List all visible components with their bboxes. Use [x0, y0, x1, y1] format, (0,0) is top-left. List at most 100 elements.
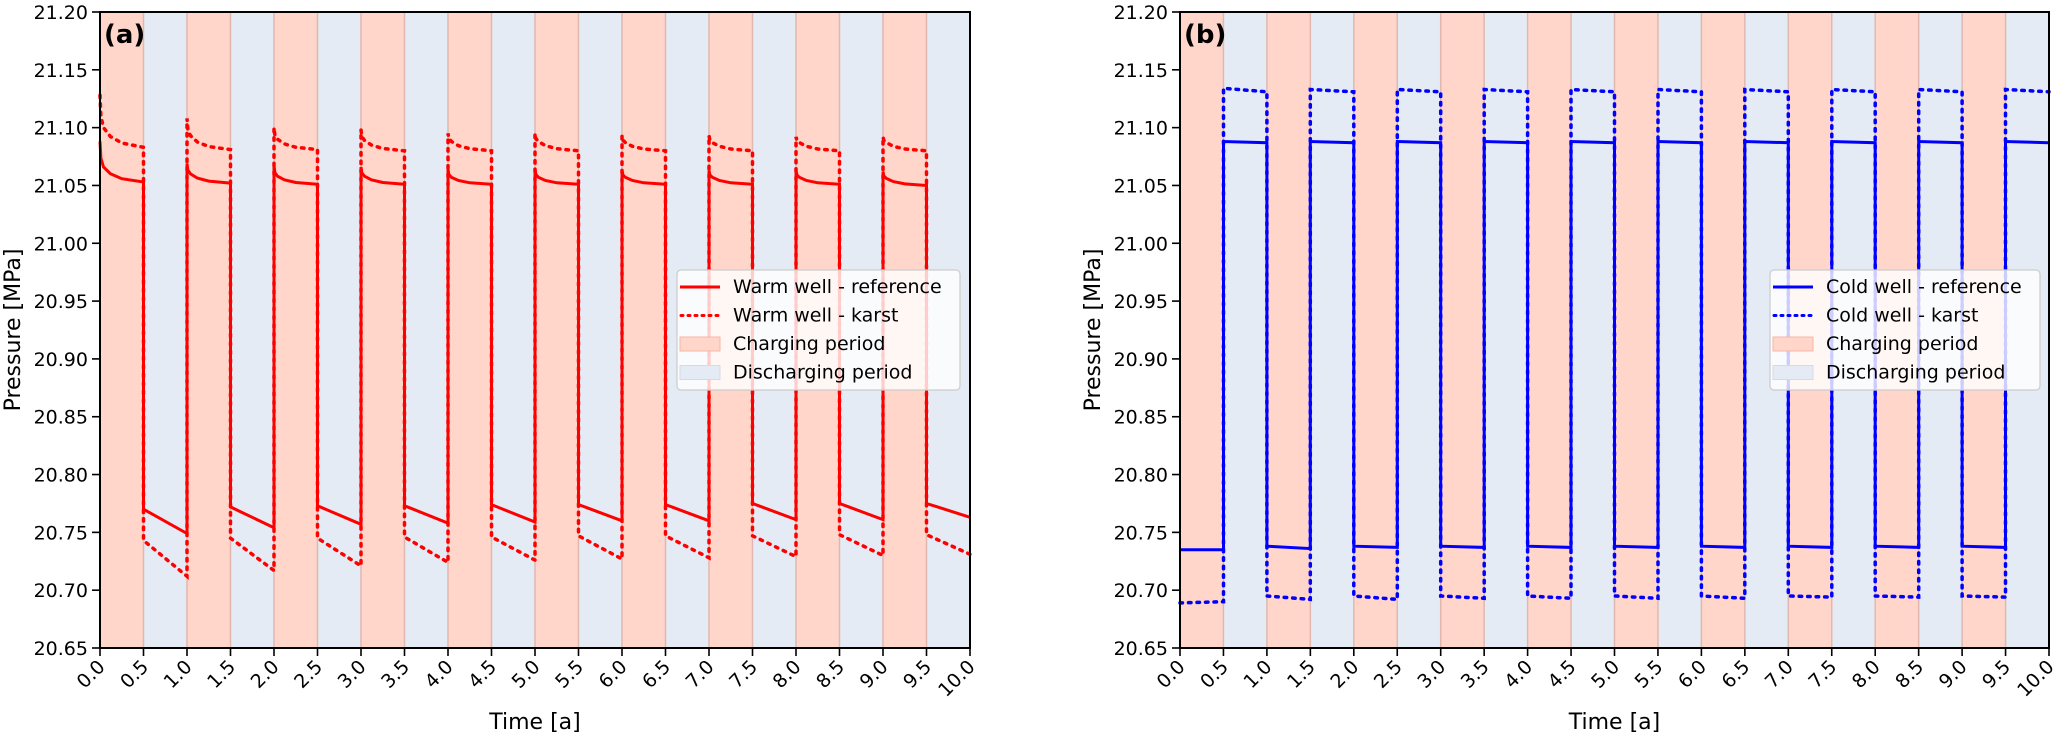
charging-period-band — [361, 12, 405, 648]
legend-label: Warm well - reference — [733, 276, 942, 298]
discharging-period-band — [578, 12, 622, 648]
y-tick-label: 20.70 — [34, 580, 88, 602]
x-tick-label: 2.0 — [1326, 656, 1363, 693]
y-tick-label: 21.20 — [34, 2, 88, 24]
x-tick-label: 0.0 — [73, 656, 110, 693]
charging-period-band — [187, 12, 231, 648]
x-tick-label: 7.0 — [682, 656, 719, 693]
series-line-warm-well-karst — [98, 93, 972, 581]
x-tick-label: 1.0 — [160, 656, 197, 693]
x-tick-label: 7.5 — [1804, 656, 1841, 693]
x-tick-label: 3.5 — [377, 656, 414, 693]
x-tick-label: 5.5 — [1631, 656, 1668, 693]
x-tick-label: 2.5 — [290, 656, 327, 693]
y-tick-label: 21.10 — [34, 118, 88, 140]
discharging-period-band — [491, 12, 535, 648]
x-tick-label: 3.0 — [334, 656, 371, 693]
y-tick-label: 20.75 — [34, 522, 88, 544]
discharging-period-band — [1397, 12, 1441, 648]
x-tick-label: 10.0 — [2013, 656, 2058, 701]
discharging-period-band — [1657, 12, 1702, 648]
legend-label: Discharging period — [1826, 362, 2005, 384]
discharging-period-band — [1484, 12, 1528, 648]
x-tick-label: 4.5 — [1544, 656, 1581, 693]
y-tick-label: 20.95 — [1114, 291, 1168, 313]
x-tick-label: 10.0 — [934, 656, 979, 701]
y-tick-label: 21.05 — [34, 175, 88, 197]
y-tick-label: 20.80 — [1114, 465, 1168, 487]
chart-panel-b: 20.65 20.70 20.75 20.80 20.85 20.90 20.95 21.00… — [1081, 2, 2059, 735]
legend: Cold well - reference Cold well - karst Ch… — [1769, 269, 2041, 391]
charging-period-band — [535, 12, 579, 648]
x-tick-label: 8.5 — [812, 656, 849, 693]
x-tick-label: 2.0 — [247, 656, 284, 693]
charging-period-band — [448, 12, 492, 648]
x-axis-title: Time [a] — [1568, 710, 1660, 735]
x-tick-label: 9.5 — [1978, 656, 2015, 693]
legend-label: Cold well - reference — [1826, 276, 2022, 298]
x-tick-label: 5.0 — [508, 656, 545, 693]
legend: Warm well - reference Warm well - karst Ch… — [676, 269, 961, 391]
x-tick-label: 5.0 — [1587, 656, 1624, 693]
x-tick-label: 0.5 — [1196, 656, 1233, 693]
y-tick-label: 20.95 — [34, 291, 88, 313]
legend-label: Warm well - karst — [733, 305, 898, 327]
legend-handle-patch — [1772, 336, 1814, 352]
x-tick-label: 8.0 — [1848, 656, 1885, 693]
y-tick-label: 20.85 — [1114, 407, 1168, 429]
legend-box — [1769, 269, 2041, 391]
x-tick-label: 7.0 — [1761, 656, 1798, 693]
charging-period-band — [1614, 12, 1658, 648]
chart-panel-a: 20.65 20.70 20.75 20.80 20.85 20.90 20.95 21.00… — [1, 2, 980, 735]
legend-label: Discharging period — [733, 362, 912, 384]
discharging-period-band — [1310, 12, 1354, 648]
y-tick-label: 20.75 — [1114, 522, 1168, 544]
legend-handle-patch — [679, 365, 721, 380]
charging-period-band — [622, 12, 666, 648]
x-tick-label: 0.0 — [1153, 656, 1190, 693]
y-tick-label: 21.00 — [34, 233, 88, 255]
y-tick-label: 20.90 — [34, 349, 88, 371]
x-tick-label: 9.0 — [856, 656, 893, 693]
charging-period-band — [1527, 12, 1572, 648]
x-tick-label: 1.5 — [203, 656, 240, 693]
x-tick-label: 6.0 — [1674, 656, 1711, 693]
x-tick-label: 2.5 — [1370, 656, 1407, 693]
x-tick-label: 4.0 — [421, 656, 458, 693]
y-tick-label: 21.00 — [1114, 233, 1168, 255]
legend-label: Cold well - karst — [1826, 305, 1978, 327]
charging-period-band — [274, 12, 318, 648]
legend-label: Charging period — [733, 333, 885, 355]
y-tick-label: 20.65 — [1114, 638, 1168, 660]
y-tick-label: 21.15 — [34, 60, 88, 82]
charging-period-band — [1701, 12, 1745, 648]
y-tick-label: 21.20 — [1114, 2, 1168, 24]
y-tick-label: 20.70 — [1114, 580, 1168, 602]
y-tick-label: 21.15 — [1114, 60, 1168, 82]
y-tick-label: 21.05 — [1114, 175, 1168, 197]
y-tick-label: 20.80 — [34, 465, 88, 487]
legend-box — [676, 269, 961, 391]
x-tick-label: 6.5 — [638, 656, 675, 693]
discharging-period-band — [1571, 12, 1615, 648]
y-tick-label: 20.90 — [1114, 349, 1168, 371]
discharging-period-band — [143, 12, 187, 648]
x-axis-title: Time [a] — [488, 710, 580, 735]
charging-period-band — [1180, 12, 1224, 648]
x-tick-label: 9.5 — [899, 656, 936, 693]
y-axis-title: Pressure [MPa] — [1081, 249, 1106, 412]
x-tick-label: 4.5 — [464, 656, 501, 693]
y-axis-title: Pressure [MPa] — [1, 249, 26, 412]
x-tick-label: 1.0 — [1240, 656, 1277, 693]
x-tick-label: 1.5 — [1283, 656, 1320, 693]
x-tick-label: 6.5 — [1717, 656, 1754, 693]
charging-period-band — [1353, 12, 1398, 648]
x-tick-label: 5.5 — [551, 656, 588, 693]
legend-handle-patch — [1772, 365, 1814, 380]
x-tick-label: 3.0 — [1413, 656, 1450, 693]
legend-handle-patch — [679, 336, 721, 352]
x-tick-label: 8.0 — [769, 656, 806, 693]
x-tick-label: 6.0 — [595, 656, 632, 693]
x-tick-label: 4.0 — [1500, 656, 1537, 693]
